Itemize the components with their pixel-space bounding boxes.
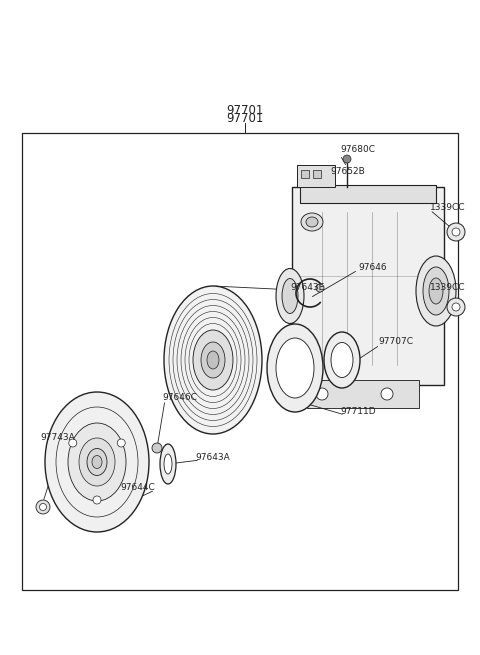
Ellipse shape: [306, 217, 318, 227]
Text: 97743A: 97743A: [40, 432, 75, 441]
Text: 1339CC: 1339CC: [430, 202, 466, 212]
Circle shape: [36, 500, 50, 514]
Bar: [307, 380, 419, 408]
Ellipse shape: [193, 330, 233, 390]
Circle shape: [316, 284, 324, 292]
Ellipse shape: [301, 213, 323, 231]
Ellipse shape: [45, 392, 149, 532]
Bar: [297, 165, 335, 187]
Circle shape: [93, 496, 101, 504]
Text: 97701: 97701: [226, 111, 264, 124]
Circle shape: [447, 223, 465, 241]
Ellipse shape: [79, 438, 115, 486]
Text: 97646C: 97646C: [162, 392, 197, 402]
Ellipse shape: [416, 256, 456, 326]
Text: 97680C: 97680C: [340, 145, 375, 155]
Ellipse shape: [160, 444, 176, 484]
Circle shape: [343, 155, 351, 163]
Ellipse shape: [68, 423, 126, 501]
Text: 97646: 97646: [358, 263, 386, 272]
Text: 97707C: 97707C: [378, 337, 413, 346]
Bar: [292, 187, 444, 385]
Bar: [301, 170, 309, 178]
Ellipse shape: [164, 454, 172, 474]
Ellipse shape: [276, 338, 314, 398]
Text: 97643A: 97643A: [195, 453, 230, 462]
Ellipse shape: [276, 269, 304, 324]
Ellipse shape: [201, 342, 225, 378]
Text: 97701: 97701: [226, 103, 264, 117]
Circle shape: [39, 504, 47, 510]
Text: 97644C: 97644C: [120, 483, 155, 491]
Bar: [300, 185, 436, 203]
Ellipse shape: [429, 278, 443, 304]
Circle shape: [117, 439, 125, 447]
Text: 97652B: 97652B: [330, 168, 365, 176]
Bar: [313, 170, 321, 178]
Text: 97643E: 97643E: [290, 282, 324, 291]
Circle shape: [447, 298, 465, 316]
Ellipse shape: [331, 343, 353, 377]
Text: 1339CC: 1339CC: [430, 282, 466, 291]
Ellipse shape: [267, 324, 323, 412]
Circle shape: [452, 303, 460, 311]
Circle shape: [316, 388, 328, 400]
Circle shape: [452, 228, 460, 236]
Bar: [22, 133, 458, 590]
Ellipse shape: [87, 449, 107, 476]
Ellipse shape: [324, 332, 360, 388]
Circle shape: [152, 443, 162, 453]
Ellipse shape: [207, 351, 219, 369]
Ellipse shape: [282, 278, 298, 314]
Circle shape: [69, 439, 77, 447]
Ellipse shape: [423, 267, 449, 315]
Circle shape: [381, 388, 393, 400]
Ellipse shape: [164, 286, 262, 434]
Text: 97711D: 97711D: [340, 407, 376, 417]
Ellipse shape: [92, 455, 102, 468]
